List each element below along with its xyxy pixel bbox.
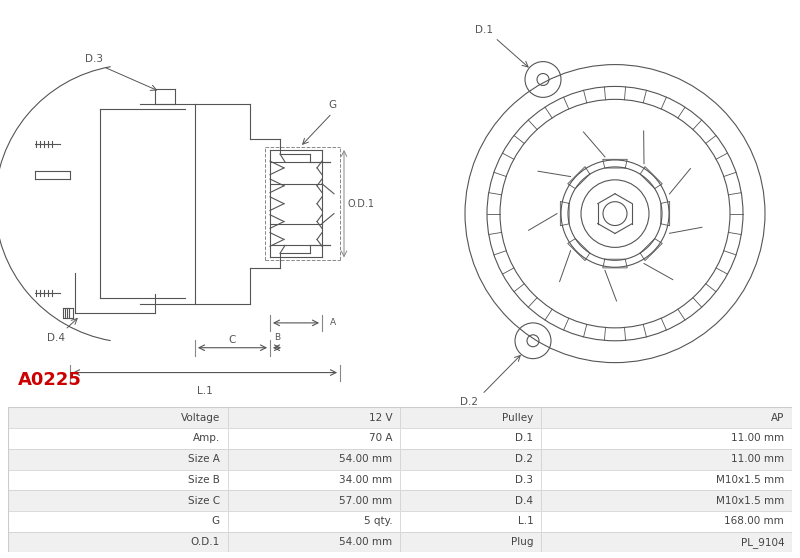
Bar xyxy=(541,511,792,532)
Bar xyxy=(541,428,792,449)
Text: M10x1.5 mm: M10x1.5 mm xyxy=(716,475,784,485)
Text: Size A: Size A xyxy=(188,454,220,464)
Text: M10x1.5 mm: M10x1.5 mm xyxy=(716,496,784,506)
Text: Pulley: Pulley xyxy=(502,413,534,423)
Text: Plug: Plug xyxy=(510,537,534,547)
Bar xyxy=(541,469,792,490)
Bar xyxy=(400,490,541,511)
Text: C: C xyxy=(229,335,236,345)
Bar xyxy=(227,511,400,532)
Bar xyxy=(227,428,400,449)
Text: 70 A: 70 A xyxy=(369,434,392,444)
Text: PL_9104: PL_9104 xyxy=(741,537,784,547)
Text: D.4: D.4 xyxy=(515,496,534,506)
Bar xyxy=(8,511,227,532)
Bar xyxy=(227,449,400,469)
Bar xyxy=(541,490,792,511)
Bar xyxy=(8,511,227,532)
Bar xyxy=(227,511,400,532)
Bar xyxy=(8,532,227,552)
Text: 12 V: 12 V xyxy=(369,413,392,423)
Text: G: G xyxy=(328,100,336,110)
Bar xyxy=(400,490,541,511)
Text: 34.00 mm: 34.00 mm xyxy=(339,475,392,485)
Bar xyxy=(227,469,400,490)
Bar xyxy=(227,532,400,552)
Bar xyxy=(541,511,792,532)
Bar xyxy=(541,532,792,552)
Bar xyxy=(400,449,541,469)
Bar xyxy=(227,490,400,511)
Bar xyxy=(8,469,227,490)
Text: Size B: Size B xyxy=(188,475,220,485)
Bar xyxy=(227,407,400,428)
Bar xyxy=(541,407,792,428)
Text: 168.00 mm: 168.00 mm xyxy=(725,516,784,526)
Bar xyxy=(400,428,541,449)
Text: Amp.: Amp. xyxy=(193,434,220,444)
Text: 54.00 mm: 54.00 mm xyxy=(339,537,392,547)
Text: 11.00 mm: 11.00 mm xyxy=(731,454,784,464)
Bar xyxy=(8,407,227,428)
Bar xyxy=(227,469,400,490)
Text: G: G xyxy=(211,516,220,526)
Bar xyxy=(400,449,541,469)
Bar xyxy=(8,490,227,511)
Text: L.1: L.1 xyxy=(518,516,534,526)
Bar xyxy=(8,428,227,449)
Bar xyxy=(8,407,227,428)
Bar xyxy=(400,469,541,490)
Text: 5 qty.: 5 qty. xyxy=(363,516,392,526)
Bar xyxy=(227,532,400,552)
Bar xyxy=(8,449,227,469)
Bar xyxy=(227,407,400,428)
Text: Voltage: Voltage xyxy=(181,413,220,423)
Text: D.2: D.2 xyxy=(515,454,534,464)
Text: 57.00 mm: 57.00 mm xyxy=(339,496,392,506)
Text: D.4: D.4 xyxy=(47,333,65,343)
Bar xyxy=(400,511,541,532)
Text: L.1: L.1 xyxy=(197,387,213,397)
Bar xyxy=(400,532,541,552)
Text: O.D.1: O.D.1 xyxy=(190,537,220,547)
Bar xyxy=(400,407,541,428)
Text: A: A xyxy=(330,319,336,328)
Bar xyxy=(8,449,227,469)
Bar xyxy=(8,469,227,490)
Bar xyxy=(541,532,792,552)
Bar xyxy=(541,469,792,490)
Text: B: B xyxy=(274,333,280,342)
Bar xyxy=(541,428,792,449)
Bar xyxy=(227,449,400,469)
Bar xyxy=(8,428,227,449)
Text: 54.00 mm: 54.00 mm xyxy=(339,454,392,464)
Text: D.1: D.1 xyxy=(475,25,493,35)
Text: AP: AP xyxy=(770,413,784,423)
Text: D.1: D.1 xyxy=(515,434,534,444)
Bar xyxy=(8,532,227,552)
Bar xyxy=(541,449,792,469)
Bar xyxy=(400,407,541,428)
Text: D.3: D.3 xyxy=(85,54,103,64)
Text: A0225: A0225 xyxy=(18,372,82,389)
Bar xyxy=(227,428,400,449)
Bar xyxy=(400,469,541,490)
Text: D.3: D.3 xyxy=(515,475,534,485)
Bar xyxy=(541,407,792,428)
Text: O.D.1: O.D.1 xyxy=(348,199,375,209)
Text: Size C: Size C xyxy=(187,496,220,506)
Bar xyxy=(400,428,541,449)
Bar xyxy=(541,449,792,469)
Bar xyxy=(400,511,541,532)
Bar xyxy=(541,490,792,511)
Text: 11.00 mm: 11.00 mm xyxy=(731,434,784,444)
Text: D.2: D.2 xyxy=(460,397,478,407)
Bar xyxy=(8,490,227,511)
Bar xyxy=(227,490,400,511)
Bar xyxy=(400,532,541,552)
